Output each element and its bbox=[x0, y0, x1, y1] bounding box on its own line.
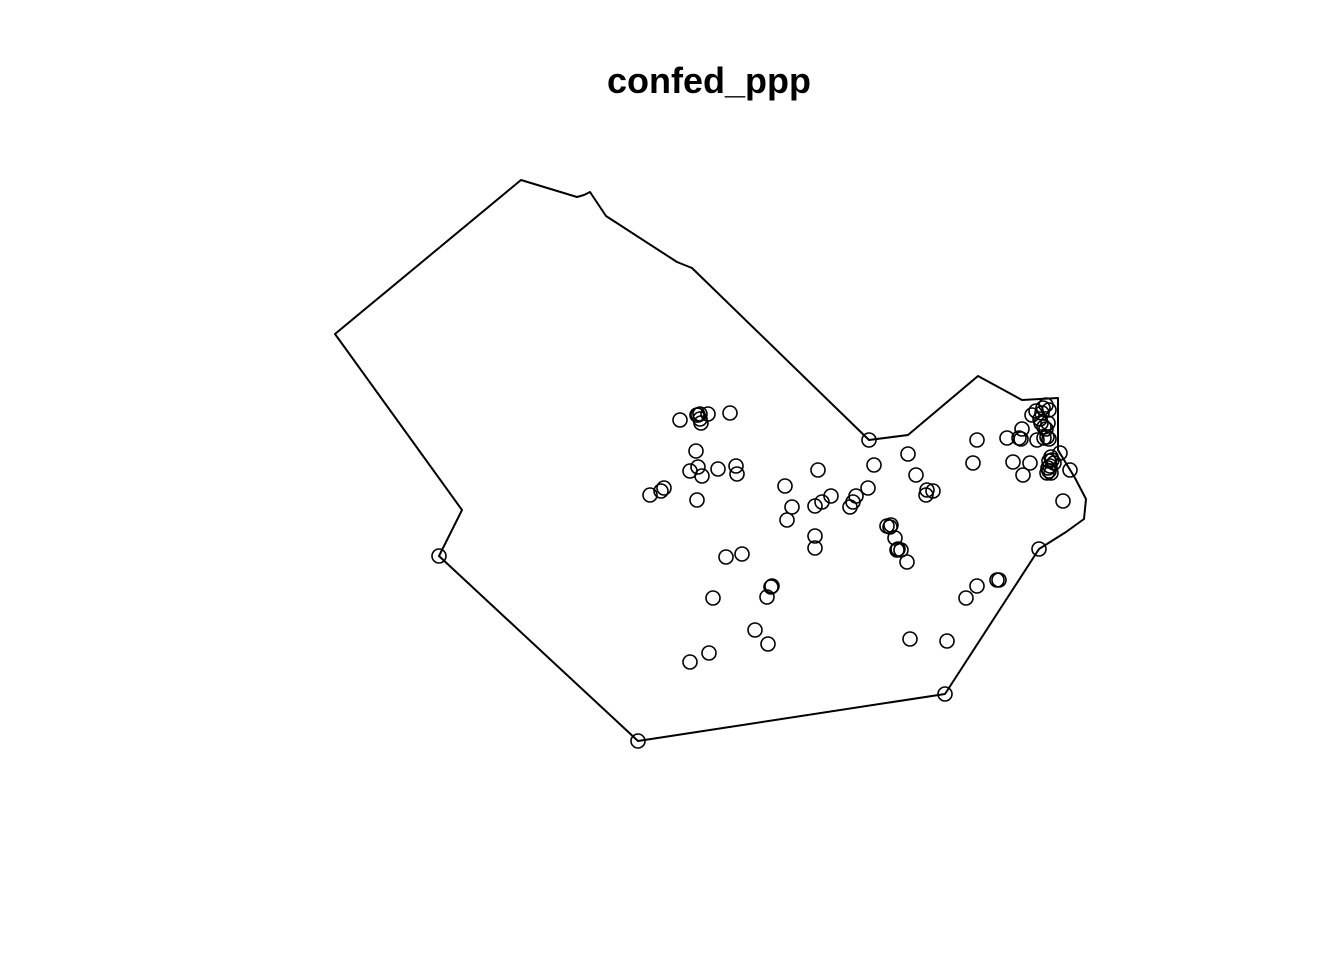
data-point bbox=[764, 578, 780, 594]
data-point bbox=[1031, 541, 1047, 557]
data-point bbox=[692, 406, 708, 422]
data-point bbox=[1040, 460, 1056, 476]
data-point bbox=[763, 579, 779, 595]
data-point bbox=[690, 459, 706, 475]
data-point bbox=[848, 488, 864, 504]
data-point bbox=[779, 512, 795, 528]
data-point bbox=[1062, 462, 1078, 478]
data-point bbox=[734, 546, 750, 562]
data-point bbox=[810, 462, 826, 478]
data-point bbox=[1013, 431, 1029, 447]
data-point bbox=[902, 631, 918, 647]
data-point bbox=[823, 488, 839, 504]
data-point bbox=[925, 483, 941, 499]
data-point bbox=[842, 499, 858, 515]
plot-title: confed_ppp bbox=[607, 60, 811, 101]
data-point bbox=[653, 483, 669, 499]
data-point bbox=[887, 530, 903, 546]
data-point bbox=[777, 478, 793, 494]
data-point bbox=[431, 548, 447, 564]
data-point bbox=[908, 467, 924, 483]
data-point bbox=[710, 461, 726, 477]
data-point bbox=[991, 572, 1007, 588]
data-point bbox=[688, 443, 704, 459]
data-point bbox=[722, 405, 738, 421]
data-point bbox=[747, 622, 763, 638]
data-point bbox=[705, 590, 721, 606]
data-point bbox=[899, 554, 915, 570]
data-point bbox=[965, 455, 981, 471]
data-point bbox=[1014, 421, 1030, 437]
data-point bbox=[1034, 405, 1050, 421]
data-point bbox=[889, 542, 905, 558]
data-point bbox=[1038, 397, 1054, 413]
points-layer bbox=[431, 397, 1078, 749]
data-point bbox=[958, 590, 974, 606]
data-point bbox=[937, 686, 953, 702]
data-point bbox=[807, 540, 823, 556]
data-point bbox=[700, 406, 716, 422]
data-point bbox=[682, 654, 698, 670]
data-point bbox=[939, 633, 955, 649]
data-point bbox=[689, 492, 705, 508]
data-point bbox=[694, 468, 710, 484]
data-point bbox=[1052, 445, 1068, 461]
data-point bbox=[969, 578, 985, 594]
data-point bbox=[656, 480, 672, 496]
data-point bbox=[1022, 455, 1038, 471]
data-point bbox=[729, 466, 745, 482]
data-point bbox=[919, 482, 935, 498]
data-point bbox=[718, 549, 734, 565]
data-point bbox=[866, 457, 882, 473]
observation-window bbox=[334, 179, 1087, 742]
data-point bbox=[1038, 421, 1054, 437]
data-point bbox=[1029, 432, 1045, 448]
data-point bbox=[642, 487, 658, 503]
data-point bbox=[784, 499, 800, 515]
data-point bbox=[860, 480, 876, 496]
data-point bbox=[630, 733, 646, 749]
data-point bbox=[760, 636, 776, 652]
data-point bbox=[893, 542, 909, 558]
data-point bbox=[861, 432, 877, 448]
data-point bbox=[759, 589, 775, 605]
data-point bbox=[1035, 400, 1051, 416]
data-point bbox=[1015, 467, 1031, 483]
data-point bbox=[693, 415, 709, 431]
data-point bbox=[969, 432, 985, 448]
data-point bbox=[672, 412, 688, 428]
data-point bbox=[1042, 458, 1058, 474]
data-point bbox=[900, 446, 916, 462]
data-point bbox=[701, 645, 717, 661]
data-point bbox=[728, 458, 744, 474]
data-point bbox=[1005, 454, 1021, 470]
data-point bbox=[807, 528, 823, 544]
data-point bbox=[1055, 493, 1071, 509]
data-point bbox=[1024, 407, 1040, 423]
